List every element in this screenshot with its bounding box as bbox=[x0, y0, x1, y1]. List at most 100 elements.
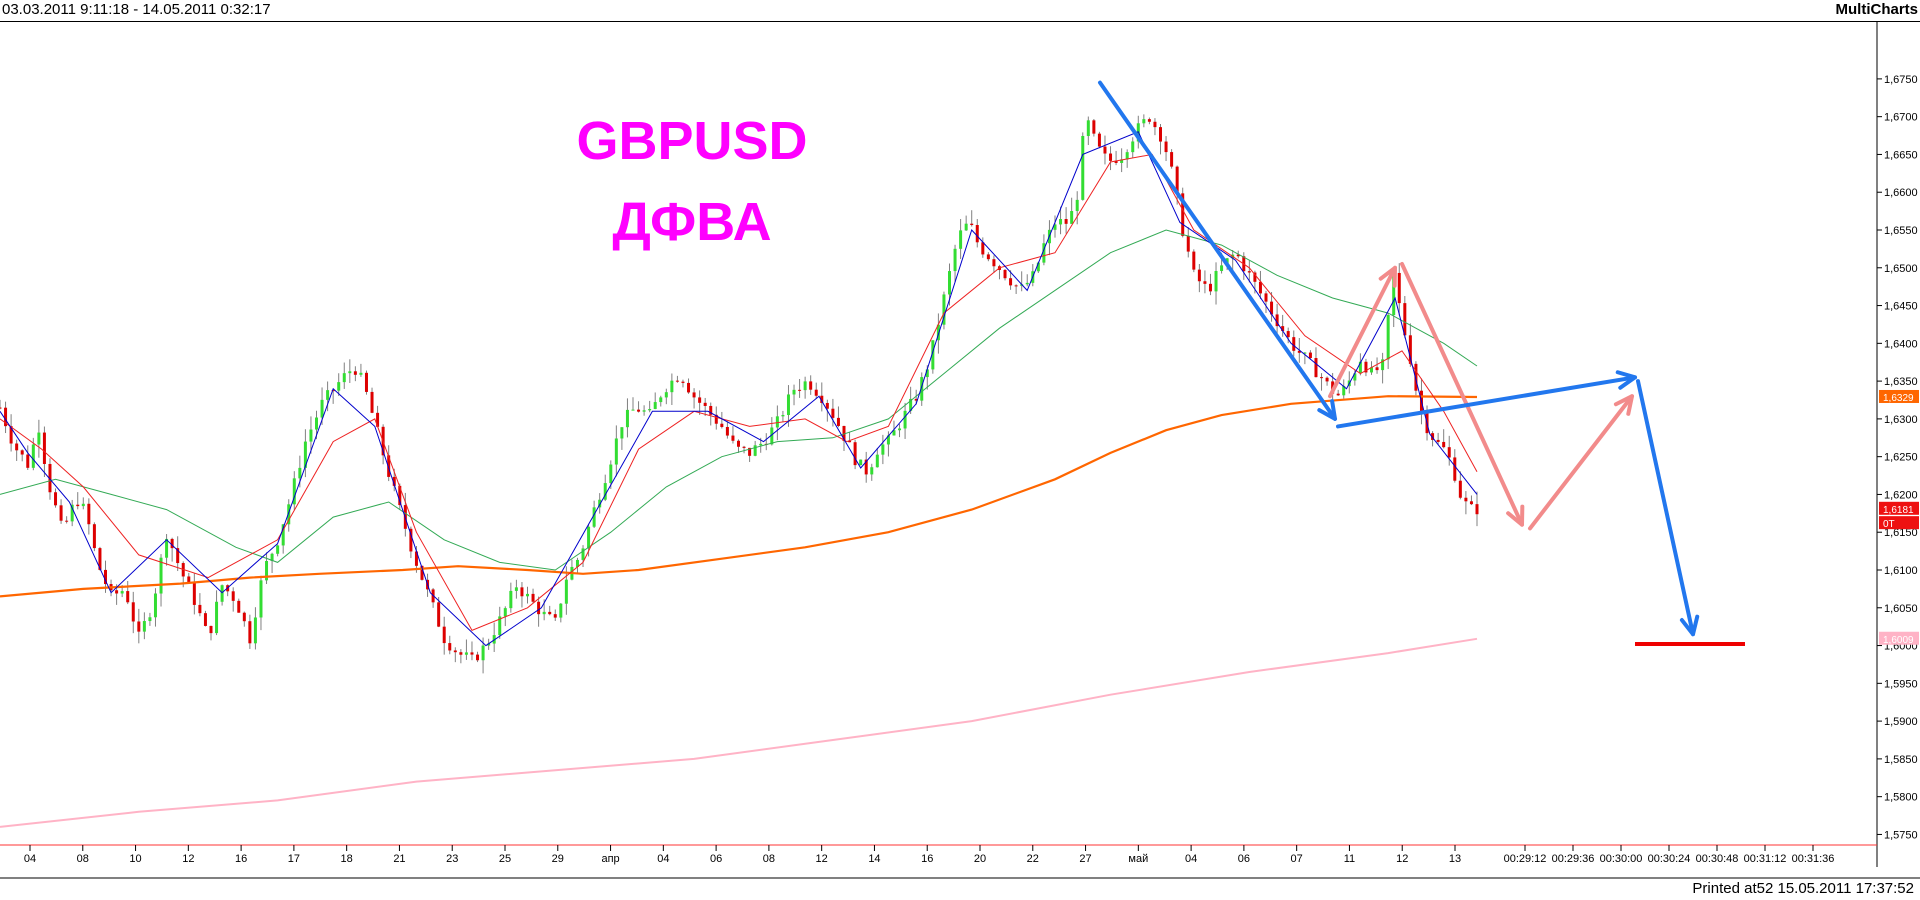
candle-down bbox=[1014, 285, 1018, 287]
candle-down bbox=[198, 604, 202, 614]
candle-down bbox=[370, 391, 374, 413]
x-tick-label: 00:30:24 bbox=[1648, 853, 1691, 865]
candle-down bbox=[914, 398, 918, 401]
candle-down bbox=[1097, 133, 1101, 147]
moving-average-ma_pink bbox=[0, 637, 1478, 828]
candle-down bbox=[836, 417, 840, 426]
x-tick-label: 16 bbox=[235, 853, 247, 865]
x-tick-label: 11 bbox=[1344, 853, 1355, 865]
candle-down bbox=[553, 614, 557, 618]
candle-up bbox=[631, 409, 635, 411]
x-tick-label: 14 bbox=[868, 853, 880, 865]
candle-up bbox=[281, 524, 285, 546]
x-tick-label: 04 bbox=[1185, 853, 1197, 865]
price-badge-label: 1,6181 bbox=[1883, 505, 1914, 516]
candle-down bbox=[1159, 127, 1162, 142]
candle-down bbox=[703, 402, 707, 406]
candle-down bbox=[237, 600, 241, 613]
candle-down bbox=[1408, 335, 1412, 364]
x-tick-label: 00:30:00 bbox=[1600, 853, 1643, 865]
x-tick-label: 16 bbox=[921, 853, 933, 865]
price-badge bbox=[1879, 516, 1919, 530]
candle-down bbox=[92, 524, 96, 549]
candle-up bbox=[1125, 152, 1129, 160]
candle-up bbox=[148, 617, 152, 622]
forecast-arrow-pink bbox=[1528, 394, 1634, 531]
candle-down bbox=[437, 602, 441, 627]
candle-up bbox=[153, 593, 157, 618]
candle-up bbox=[892, 430, 896, 436]
candle-up bbox=[1353, 373, 1357, 381]
x-tick-label: 10 bbox=[129, 853, 141, 865]
candle-down bbox=[637, 409, 641, 412]
candle-down bbox=[1147, 119, 1151, 122]
candle-up bbox=[1081, 135, 1085, 200]
candle-up bbox=[903, 410, 907, 429]
candle-down bbox=[387, 455, 391, 477]
candle-up bbox=[642, 410, 646, 412]
candle-down bbox=[992, 259, 996, 267]
candle-down bbox=[825, 402, 829, 409]
candle-up bbox=[1131, 141, 1135, 153]
candle-down bbox=[76, 504, 80, 507]
candle-down bbox=[1181, 193, 1185, 236]
candle-down bbox=[4, 407, 8, 427]
candle-down bbox=[59, 505, 63, 521]
candle-down bbox=[1364, 361, 1368, 373]
candle-up bbox=[1036, 262, 1040, 272]
chart-subtitle: ДФВА bbox=[612, 192, 771, 252]
candle-up bbox=[1059, 219, 1063, 225]
candle-down bbox=[831, 408, 835, 418]
candle-up bbox=[498, 616, 502, 636]
x-tick-label: 12 bbox=[182, 853, 194, 865]
candle-down bbox=[242, 612, 246, 622]
candle-down bbox=[65, 520, 69, 522]
candle-up bbox=[587, 526, 591, 549]
candle-down bbox=[720, 423, 724, 427]
x-tick-label: 00:29:12 bbox=[1504, 853, 1547, 865]
candle-down bbox=[414, 551, 418, 566]
moving-average-ma_fast bbox=[0, 131, 1478, 647]
y-tick-label: 1,6650 bbox=[1884, 149, 1918, 161]
candle-up bbox=[881, 444, 885, 455]
candle-down bbox=[1109, 153, 1113, 161]
candle-down bbox=[9, 426, 13, 444]
x-tick-label: 07 bbox=[1291, 853, 1303, 865]
candle-down bbox=[742, 446, 746, 448]
candle-up bbox=[770, 427, 774, 445]
x-tick-label: 29 bbox=[552, 853, 564, 865]
candle-down bbox=[398, 485, 402, 506]
candle-up bbox=[786, 394, 790, 416]
price-badge-label: 0T bbox=[1883, 519, 1895, 530]
price-badge-label: 1,6009 bbox=[1883, 635, 1914, 646]
candle-down bbox=[1203, 281, 1207, 284]
candle-down bbox=[20, 450, 24, 455]
candle-down bbox=[1431, 433, 1435, 440]
candle-down bbox=[687, 382, 691, 393]
candle-down bbox=[231, 591, 235, 601]
y-tick-label: 1,6450 bbox=[1884, 301, 1918, 313]
candle-down bbox=[814, 389, 818, 396]
candle-down bbox=[737, 440, 740, 447]
candle-down bbox=[1236, 254, 1240, 257]
candle-up bbox=[337, 382, 341, 391]
forecast-arrow-pink-head bbox=[1506, 504, 1525, 527]
candle-down bbox=[87, 503, 91, 525]
x-tick-label: 04 bbox=[657, 853, 669, 865]
forecast-arrow-blue-head bbox=[1679, 614, 1700, 637]
candle-down bbox=[1336, 393, 1340, 396]
candle-up bbox=[898, 428, 902, 431]
candle-down bbox=[981, 242, 985, 255]
candle-up bbox=[270, 553, 274, 562]
price-badge bbox=[1879, 501, 1919, 515]
candle-down bbox=[476, 654, 480, 661]
candle-up bbox=[259, 580, 263, 618]
price-badge-label: 1,6329 bbox=[1883, 393, 1914, 404]
candle-up bbox=[503, 608, 507, 617]
price-badge bbox=[1879, 631, 1919, 645]
candle-up bbox=[670, 380, 674, 393]
candle-down bbox=[1164, 141, 1168, 153]
x-tick-label: 27 bbox=[1079, 853, 1091, 865]
price-chart[interactable]: 1,6750 1,6700 1,6650 1,6600 1,6550 1,6500 1,64… bbox=[0, 22, 1920, 880]
candle-down bbox=[1464, 497, 1468, 502]
